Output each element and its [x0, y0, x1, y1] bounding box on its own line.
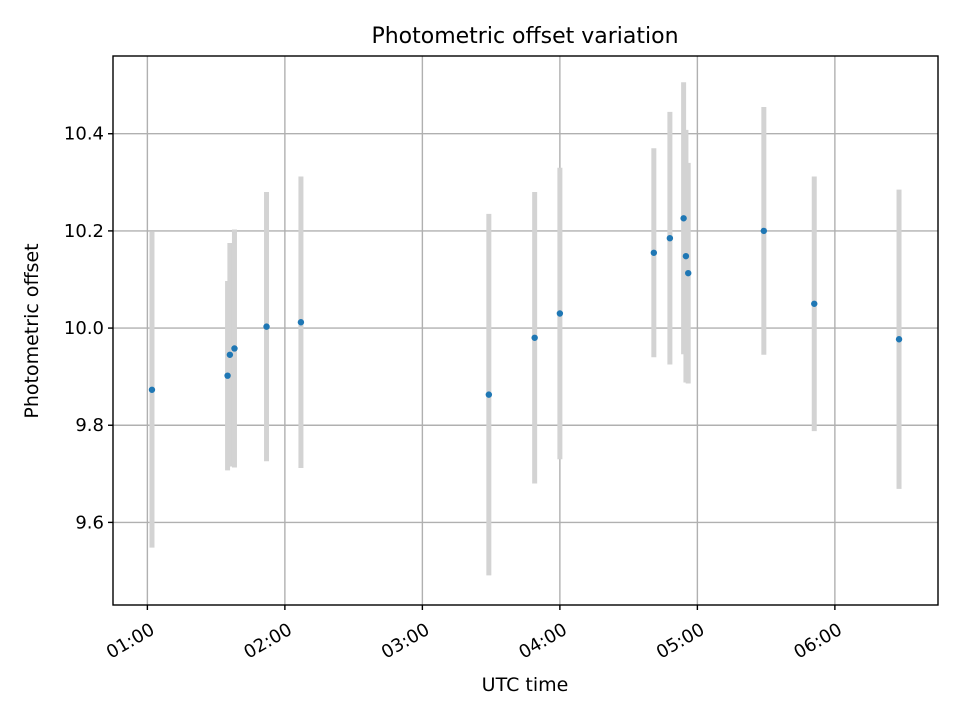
x-axis-label: UTC time: [482, 674, 569, 696]
data-point: [811, 300, 818, 307]
data-point: [297, 319, 305, 326]
data-point: [685, 269, 692, 277]
data-point: [895, 336, 903, 343]
data-points: [148, 215, 903, 398]
data-point: [231, 345, 238, 352]
y-axis-label: Photometric offset: [21, 243, 43, 418]
y-tick-label: 9.8: [75, 415, 104, 436]
grid-lines: [113, 56, 938, 605]
data-point: [760, 227, 768, 235]
data-point: [531, 334, 538, 341]
data-point: [485, 391, 493, 398]
y-axis-ticks: 9.6 9.8 10.0 10.2 10.4: [64, 124, 113, 533]
y-tick-label: 10.0: [64, 318, 104, 339]
y-tick-label: 10.4: [64, 124, 104, 145]
data-point: [263, 323, 270, 330]
data-point: [666, 234, 674, 242]
data-point: [556, 310, 564, 317]
y-tick-label: 10.2: [64, 221, 104, 242]
data-point: [224, 372, 231, 379]
data-point: [682, 252, 690, 260]
plot-frame: [112, 55, 939, 606]
chart-title: Photometric offset variation: [371, 24, 678, 49]
data-point: [226, 351, 234, 358]
data-point: [650, 249, 658, 256]
data-point: [148, 386, 156, 393]
data-point: [680, 215, 687, 222]
y-tick-label: 9.6: [75, 512, 104, 533]
